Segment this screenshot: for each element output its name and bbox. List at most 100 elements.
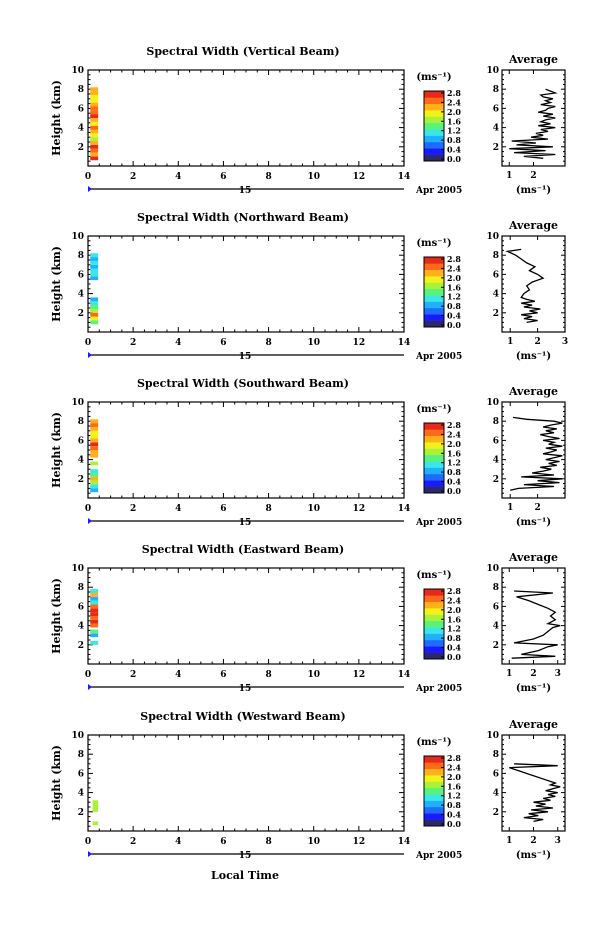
y-axis-label: Height (km) [50, 80, 63, 156]
x-tick-label: 0 [85, 504, 91, 514]
colorbar-segment [424, 762, 444, 770]
avg-x-tick-label: 1 [507, 503, 513, 513]
avg-y-tick-label: 8 [493, 750, 499, 760]
colorbar-segment [424, 263, 444, 271]
colorbar-segment [424, 295, 444, 302]
x-tick-label: 2 [130, 172, 136, 182]
colorbar-segment [424, 103, 444, 111]
colorbar-tick-label: 2.8 [447, 420, 461, 430]
colorbar-tick-label: 0.8 [447, 633, 461, 643]
colorbar-frame [423, 588, 445, 660]
heatmap-cell [90, 488, 99, 493]
avg-y-tick-label: 4 [493, 456, 499, 466]
heatmap-cell [92, 807, 99, 812]
x-tick-label: 2 [130, 504, 136, 514]
heatmap-cell [90, 276, 99, 281]
avg-x-tick-label: 1 [506, 171, 512, 181]
y-tick-label: 10 [71, 232, 84, 242]
date-marker [88, 851, 92, 857]
avg-y-tick-label: 10 [486, 564, 499, 574]
heatmap-cell [90, 476, 99, 481]
avg-x-tick-label: 1 [506, 836, 512, 846]
avg-y-tick-label: 6 [493, 104, 499, 114]
heatmap-cell [92, 821, 99, 826]
colorbar-segment [424, 307, 444, 315]
colorbar-segment [424, 627, 444, 634]
avg-y-tick-label: 10 [486, 398, 499, 408]
heatmap-cell [90, 469, 99, 474]
heatmap-cell [90, 94, 99, 99]
plot-frame [87, 235, 405, 333]
panel-2: Spectral Width (Southward Beam)0 2 4 6 8 10 12… [50, 377, 566, 528]
colorbar-tick-label: 2.4 [447, 595, 461, 605]
colorbar-tick-label: 0.4 [447, 477, 461, 487]
heatmap-cell [90, 473, 99, 477]
date-marker [88, 518, 92, 524]
x-tick-label: 6 [220, 670, 226, 680]
x-tick-label: 10 [307, 670, 320, 680]
x-tick-label: 8 [265, 504, 271, 514]
colorbar-segment [424, 442, 444, 449]
colorbar-segment [424, 435, 444, 443]
avg-x-tick-label: 2 [534, 503, 540, 513]
plot-frame [87, 401, 405, 499]
heatmap-cell [90, 419, 99, 424]
heatmap-cell [90, 87, 99, 92]
avg-x-axis-label: (ms⁻¹) [516, 517, 551, 528]
colorbar-tick-label: 0.8 [447, 301, 461, 311]
colorbar-segment [424, 129, 444, 136]
colorbar-tick-label: 1.6 [447, 781, 461, 791]
colorbar-frame [423, 256, 445, 328]
panel-3: Spectral Width (Eastward Beam)0 2 4 6 8 10 12 1… [50, 543, 566, 694]
colorbar-tick-label: 1.6 [447, 614, 461, 624]
heatmap-cell [90, 640, 99, 645]
panel-0: Spectral Width (Vertical Beam)0 2 4 6 8 10 12 1… [50, 45, 566, 196]
colorbar-tick-label: 1.6 [447, 116, 461, 126]
x-tick-label: 12 [353, 670, 366, 680]
heatmap-cell [90, 612, 99, 616]
colorbar-tick-label: 2.0 [447, 273, 461, 283]
avg-x-axis-label: (ms⁻¹) [516, 850, 551, 861]
x-tick-label: 10 [307, 837, 320, 847]
heatmap-cell [90, 121, 99, 126]
colorbar-tick-label: 2.4 [447, 263, 461, 273]
colorbar-tick-label: 1.6 [447, 448, 461, 458]
colorbar-tick-label: 1.2 [447, 624, 461, 634]
colorbar-tick-label: 0.8 [447, 467, 461, 477]
date-day-label: 15 [239, 352, 252, 362]
y-tick-label: 10 [71, 66, 84, 76]
x-tick-label: 10 [307, 504, 320, 514]
x-tick-label: 14 [398, 504, 411, 514]
colorbar-tick-label: 2.4 [447, 762, 461, 772]
colorbar-unit-label: (ms⁻¹) [416, 570, 451, 581]
colorbar-segment [424, 97, 444, 105]
heatmap-cell [90, 260, 99, 265]
colorbar-segment [424, 282, 444, 290]
heatmap-cell [90, 619, 99, 624]
y-tick-label: 8 [78, 583, 84, 593]
heatmap-cell [90, 320, 99, 325]
heatmap-cell [90, 316, 99, 321]
heatmap-cell [90, 102, 99, 107]
heatmap-cell [90, 148, 99, 153]
date-month-label: Apr 2005 [415, 518, 462, 528]
y-tick-label: 6 [78, 270, 84, 280]
avg-x-tick-label: 2 [530, 836, 536, 846]
avg-y-tick-label: 10 [486, 731, 499, 741]
x-tick-label: 12 [353, 338, 366, 348]
x-tick-label: 8 [265, 172, 271, 182]
avg-y-tick-label: 2 [493, 143, 499, 153]
avg-x-tick-label: 2 [534, 337, 540, 347]
date-marker [88, 186, 92, 192]
colorbar-tick-label: 1.2 [447, 791, 461, 801]
colorbar-tick-label: 2.4 [447, 97, 461, 107]
heatmap-cell [90, 305, 99, 309]
avg-y-tick-label: 6 [493, 602, 499, 612]
heatmap-cell [90, 152, 99, 157]
colorbar-frame [423, 422, 445, 494]
colorbar-tick-label: 2.8 [447, 254, 461, 264]
heatmap-cell [90, 272, 99, 277]
colorbar-segment [424, 633, 444, 641]
heatmap-cell [90, 453, 99, 458]
date-month-label: Apr 2005 [415, 851, 462, 861]
